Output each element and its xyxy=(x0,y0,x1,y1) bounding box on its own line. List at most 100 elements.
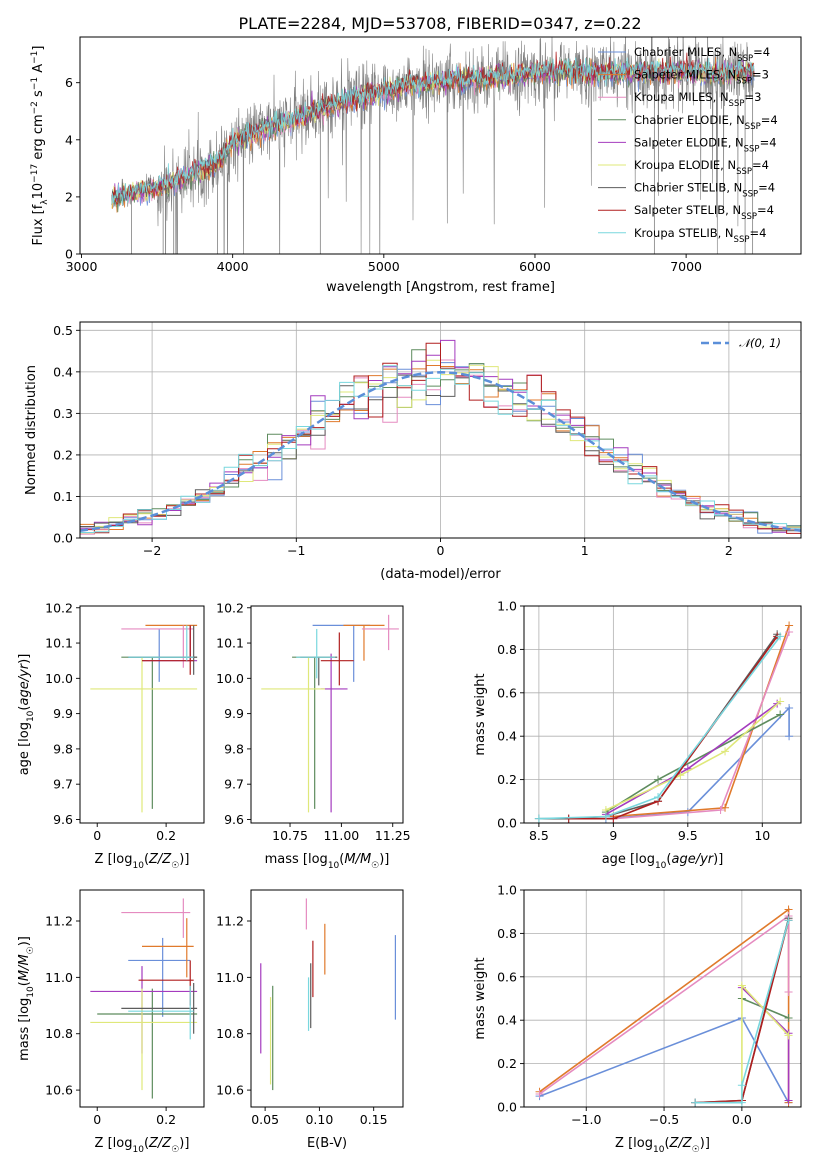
y-tick-label: 9.9 xyxy=(224,706,244,721)
axes-frame xyxy=(79,36,802,255)
y-tick-label: 9.6 xyxy=(53,812,73,827)
y-tick-label: 0.6 xyxy=(497,685,517,700)
weight-marker-kroupa-miles xyxy=(784,987,793,996)
y-axis-label: Flux [fλ10−17 erg cm−2 s−1 A−1] xyxy=(30,46,50,246)
mass-vs-ebv-panel: 0.05 0.10 0.15 10.6 10.8 11.0 11.2 E(B-V) xyxy=(216,889,404,1151)
weight-marker-salpeter-elodie xyxy=(784,1096,793,1105)
x-tick-label: 0 xyxy=(93,1112,101,1127)
y-tick-label: 1.0 xyxy=(497,883,517,898)
legend-label-chabrier-miles: Chabrier MILES, NSSP=4 xyxy=(634,45,770,64)
x-tick-label: −0.5 xyxy=(649,1112,679,1127)
age-vs-mass-panel: 10.75 11.00 11.25 9.6 9.7 9.8 9.9 10.0 10.1 10.2 m… xyxy=(216,600,410,871)
y-axis-label: age [log10(age/yr)] xyxy=(17,654,36,776)
weight-plot-area xyxy=(534,621,794,823)
x-tick-label: 0 xyxy=(437,543,445,558)
weight-marker-kroupa-stelib xyxy=(601,812,610,821)
y-tick-label: 0.8 xyxy=(497,642,517,657)
y-tick-label: 4 xyxy=(65,132,73,147)
y-tick-label: 9.6 xyxy=(224,812,244,827)
y-tick-label: 9.7 xyxy=(53,777,73,792)
y-tick-label: 11.0 xyxy=(45,970,73,985)
x-axis-label: Z [log10(Z/Z☉)] xyxy=(95,852,190,871)
y-tick-label: 10.1 xyxy=(216,636,244,651)
model-spectrum-kroupa-stelib xyxy=(111,57,755,206)
x-tick-label: 9 xyxy=(609,828,617,843)
histogram-kroupa-stelib xyxy=(80,365,801,533)
y-tick-label: 0.2 xyxy=(53,447,73,462)
y-tick-label: 10.0 xyxy=(216,671,244,686)
x-tick-label: 2 xyxy=(725,543,733,558)
y-tick-label: 11.0 xyxy=(216,970,244,985)
axes-frame xyxy=(523,605,802,824)
y-axis-label: mass [log10(M/M☉)] xyxy=(17,936,36,1061)
normal-curve xyxy=(80,371,801,532)
y-tick-label: 0 xyxy=(65,247,73,262)
figure-title: PLATE=2284, MJD=53708, FIBERID=0347, z=0… xyxy=(238,14,641,33)
weight-marker-kroupa-stelib xyxy=(737,1081,746,1090)
y-tick-label: 0.4 xyxy=(497,1013,517,1028)
legend-label-salpeter-stelib: Salpeter STELIB, NSSP=4 xyxy=(634,203,774,222)
y-tick-label: 0.4 xyxy=(497,729,517,744)
x-tick-label: 3000 xyxy=(66,259,98,274)
weight-marker-kroupa-stelib xyxy=(691,1098,700,1107)
y-tick-label: 9.8 xyxy=(224,741,244,756)
mass-vs-z-panel: 0 0.2 10.6 10.8 11.0 11.2 Z [log10(Z/Z☉)] mass … xyxy=(17,889,205,1155)
axes-frame xyxy=(250,889,404,1108)
x-axis-label: (data-model)/error xyxy=(380,567,501,582)
weight-line-salpeter-stelib xyxy=(568,635,778,820)
axes-frame xyxy=(79,605,205,824)
x-tick-label: 8.5 xyxy=(529,828,549,843)
weight-marker-kroupa-stelib xyxy=(534,814,543,823)
weight-marker-chabrier-elodie xyxy=(654,775,663,784)
weight-marker-chabrier-elodie xyxy=(784,1014,793,1023)
x-tick-label: 11.25 xyxy=(375,828,411,843)
y-tick-label: 0.2 xyxy=(497,772,517,787)
y-axis-label: mass weight xyxy=(473,673,488,755)
y-tick-label: 11.2 xyxy=(45,914,73,929)
weight-marker-kroupa-elodie xyxy=(721,747,730,756)
x-tick-label: 11.00 xyxy=(323,828,359,843)
y-tick-label: 10.6 xyxy=(216,1083,244,1098)
weight-marker-salpeter-miles xyxy=(721,803,730,812)
y-tick-label: 10.2 xyxy=(45,600,73,615)
histogram-plot-area xyxy=(80,339,801,535)
weight-line-kroupa-elodie xyxy=(605,700,781,811)
y-tick-label: 0.2 xyxy=(497,1056,517,1071)
errorbar-plot-area xyxy=(90,898,198,1099)
weight-marker-chabrier-elodie xyxy=(776,710,785,719)
y-tick-label: 10.6 xyxy=(45,1083,73,1098)
axes-frame xyxy=(79,889,205,1108)
weight-marker-kroupa-stelib xyxy=(776,632,785,641)
axes-frame xyxy=(250,605,404,824)
y-tick-label: 0.0 xyxy=(53,531,73,546)
x-axis-label: mass [log10(M/M☉)] xyxy=(265,852,390,871)
weight-marker-kroupa-miles xyxy=(535,1089,544,1098)
x-tick-label: 0.10 xyxy=(305,1112,333,1127)
legend-label-salpeter-elodie: Salpeter ELODIE, NSSP=4 xyxy=(634,135,777,154)
errorbar-plot-area xyxy=(261,614,399,813)
legend-label-kroupa-elodie: Kroupa ELODIE, NSSP=4 xyxy=(634,158,769,177)
y-tick-label: 9.9 xyxy=(53,706,73,721)
x-axis-label: Z [log10(Z/Z☉)] xyxy=(615,1136,710,1155)
y-tick-label: 10.8 xyxy=(216,1026,244,1041)
weight-vs-z-panel: −1.0 −0.5 0.0 0.0 0.2 0.4 0.6 0.8 1.0 Z [log10(Z/… xyxy=(473,883,802,1155)
x-tick-label: −2 xyxy=(143,543,161,558)
spectrum-plot-area xyxy=(111,37,755,254)
weight-marker-kroupa-miles xyxy=(785,628,794,637)
weight-marker-kroupa-miles xyxy=(716,805,725,814)
x-axis-label: E(B-V) xyxy=(307,1136,347,1151)
y-tick-label: 0.8 xyxy=(497,926,517,941)
panels: 3000 4000 5000 6000 7000 0 2 4 6 wavelength [Angs… xyxy=(17,36,802,1155)
y-tick-label: 0.6 xyxy=(497,969,517,984)
x-axis-label: age [log10(age/yr)] xyxy=(602,852,724,871)
x-tick-label: 0 xyxy=(93,828,101,843)
weight-marker-salpeter-stelib xyxy=(609,814,618,823)
y-tick-label: 9.8 xyxy=(53,741,73,756)
x-tick-label: 0.2 xyxy=(156,828,176,843)
y-tick-label: 10.0 xyxy=(45,671,73,686)
y-tick-label: 9.7 xyxy=(224,777,244,792)
weight-marker-kroupa-elodie xyxy=(776,697,785,706)
x-axis-label: Z [log10(Z/Z☉)] xyxy=(95,1136,190,1155)
weight-marker-kroupa-elodie xyxy=(784,1031,793,1040)
residual-panel: −2 −1 0 1 2 0.0 0.1 0.2 0.3 0.4 0.5 (data-model)/er… xyxy=(24,321,802,582)
